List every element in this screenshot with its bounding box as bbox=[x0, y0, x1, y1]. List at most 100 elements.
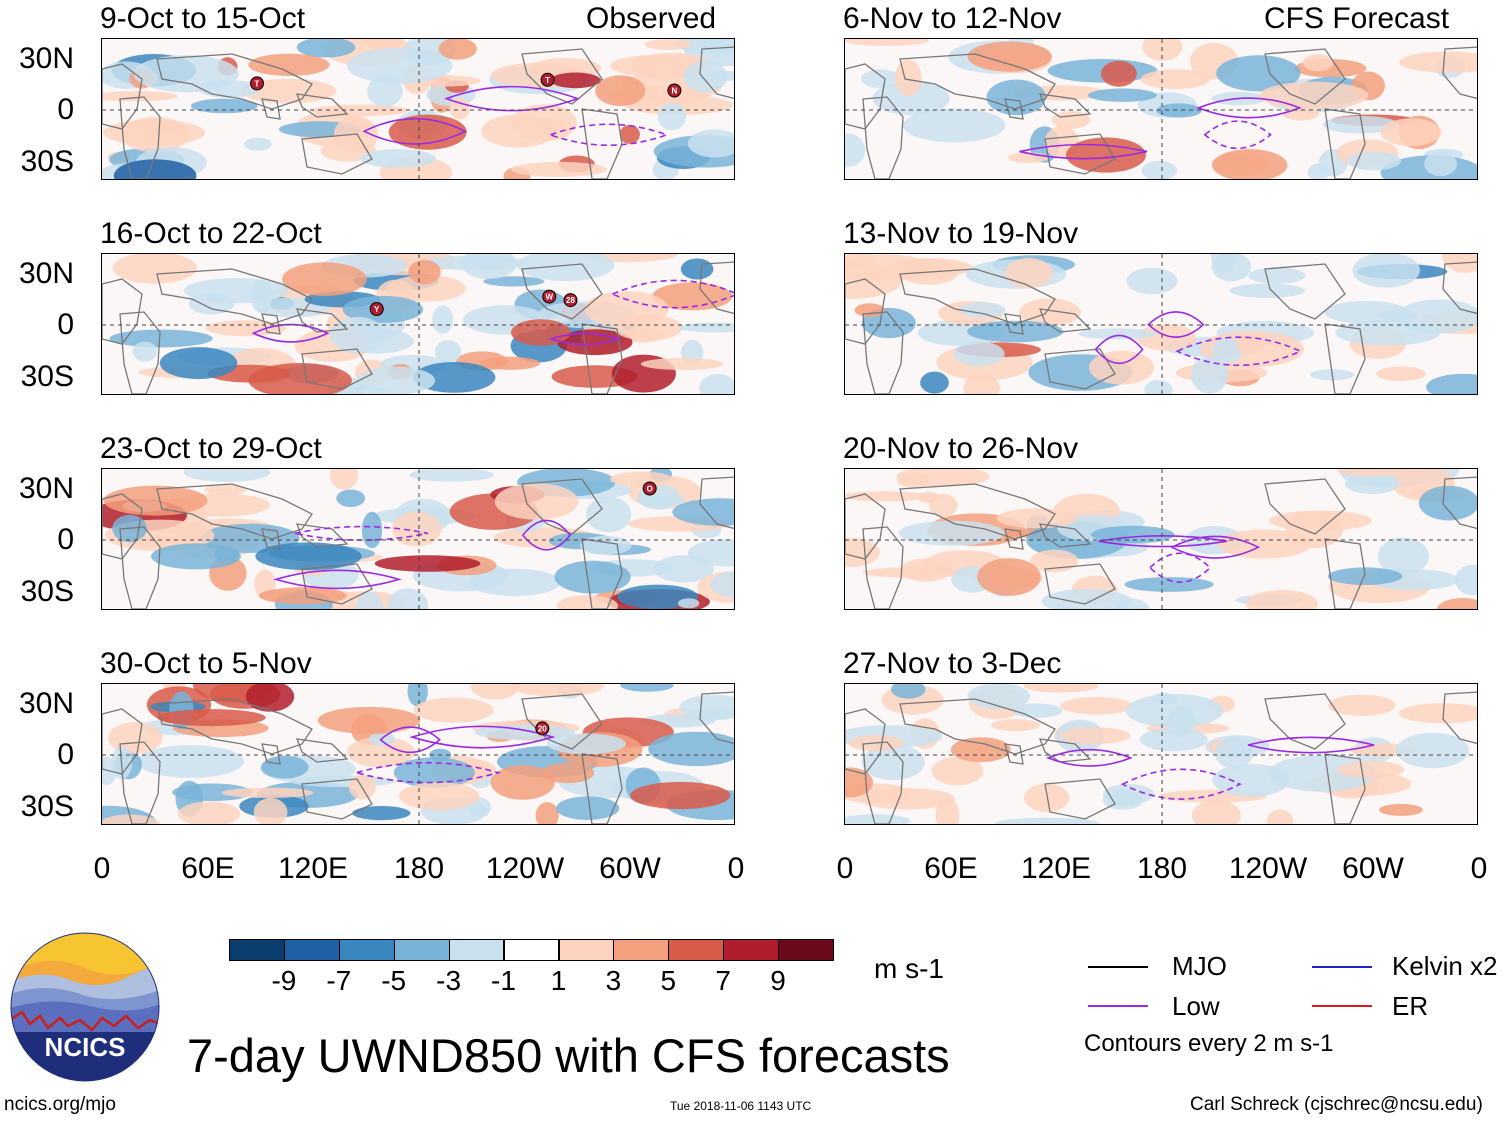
anomaly-blob bbox=[1103, 784, 1155, 805]
coastline bbox=[301, 133, 373, 175]
anomaly-blob bbox=[159, 347, 238, 380]
anomaly-blob bbox=[1051, 111, 1091, 129]
anomaly-blob bbox=[1141, 160, 1178, 179]
colorbar-swatch bbox=[778, 939, 834, 961]
anomaly-blob bbox=[630, 781, 731, 810]
colorbar-tick-label: 5 bbox=[660, 965, 677, 996]
anomaly-blob bbox=[205, 320, 287, 337]
anomaly-blob bbox=[244, 137, 272, 151]
anomaly-blob bbox=[408, 259, 441, 285]
anomaly-blob bbox=[1101, 60, 1137, 87]
ytick-30s: 30S bbox=[20, 575, 74, 608]
anomaly-blob bbox=[483, 276, 545, 287]
anomaly-blob bbox=[1212, 337, 1244, 364]
storm-label: 20 bbox=[538, 724, 547, 733]
anomaly-blob bbox=[1377, 537, 1429, 575]
anomaly-blob bbox=[967, 41, 1052, 72]
anomaly-blob bbox=[953, 341, 1005, 366]
anomaly-blob bbox=[1124, 577, 1214, 592]
anomaly-blob bbox=[996, 508, 1078, 529]
anomaly-blob bbox=[356, 366, 436, 394]
anomaly-blob bbox=[1322, 116, 1399, 134]
anomaly-blob bbox=[644, 39, 692, 50]
anomaly-blob bbox=[860, 69, 901, 89]
coastline bbox=[862, 741, 904, 824]
footer-url[interactable]: ncics.org/mjo bbox=[4, 1094, 116, 1115]
storm-label: N bbox=[672, 87, 678, 96]
anomaly-blob bbox=[986, 79, 1046, 116]
coastline bbox=[1004, 743, 1024, 765]
tropical-cyclone-marker: T bbox=[250, 76, 264, 91]
legend-er-line bbox=[1312, 1005, 1372, 1007]
anomaly-blob bbox=[363, 39, 404, 51]
anomaly-blob bbox=[1327, 567, 1403, 585]
anomaly-blob bbox=[931, 756, 984, 786]
coastline bbox=[1442, 261, 1477, 315]
coastline bbox=[156, 483, 313, 540]
anomaly-blob bbox=[468, 568, 561, 597]
coastline bbox=[899, 53, 1056, 110]
low-contour bbox=[1098, 534, 1228, 548]
storm-label: T bbox=[545, 76, 550, 85]
anomaly-blob bbox=[1215, 737, 1253, 769]
coastline bbox=[862, 311, 904, 394]
coastline bbox=[156, 53, 313, 110]
coastline bbox=[261, 528, 281, 550]
xtick-left-360: 0 bbox=[727, 852, 745, 885]
coastline bbox=[1004, 98, 1024, 120]
anomaly-blob bbox=[918, 491, 940, 504]
coastline bbox=[899, 483, 1056, 540]
anomaly-blob bbox=[132, 341, 158, 362]
colorbar-units: m s-1 bbox=[874, 953, 944, 984]
anomaly-blob bbox=[1066, 137, 1146, 173]
ytick-30n: 30N bbox=[18, 42, 74, 75]
coastline bbox=[581, 323, 623, 394]
anomaly-blob bbox=[584, 291, 669, 328]
anomaly-blob bbox=[296, 39, 356, 58]
anomaly-blob bbox=[1337, 760, 1405, 779]
footer-timestamp: Tue 2018-11-06 1143 UTC bbox=[670, 1099, 812, 1113]
anomaly-blob bbox=[157, 709, 266, 727]
anomaly-blob bbox=[1078, 328, 1157, 340]
anomaly-blob bbox=[490, 765, 555, 800]
anomaly-blob bbox=[680, 258, 714, 280]
anomaly-blob bbox=[374, 555, 481, 572]
anomaly-blob bbox=[556, 595, 619, 609]
colorbar-tick-label: 3 bbox=[605, 965, 622, 996]
coastline bbox=[1264, 263, 1346, 320]
colorbar-swatch bbox=[283, 939, 340, 961]
anomaly-blob bbox=[638, 494, 686, 506]
coastline bbox=[521, 478, 603, 535]
anomaly-blob bbox=[329, 316, 385, 354]
colorbar-tick-label: 1 bbox=[550, 965, 567, 996]
legend-low-label: Low bbox=[1172, 991, 1220, 1021]
tropical-cyclone-marker: W bbox=[542, 289, 557, 304]
anomaly-blob bbox=[407, 684, 428, 707]
coastline bbox=[845, 708, 886, 775]
anomaly-blob bbox=[657, 102, 687, 131]
anomaly-blob bbox=[1011, 703, 1063, 718]
anomaly-blob bbox=[333, 116, 378, 154]
xtick-right-120e: 120E bbox=[1020, 852, 1092, 885]
coastline bbox=[862, 96, 904, 179]
colorbar-swatch bbox=[668, 939, 725, 961]
anomaly-blob bbox=[1307, 163, 1330, 179]
anomaly-blob bbox=[890, 684, 926, 699]
coastline bbox=[1324, 108, 1366, 179]
anomaly-blob bbox=[183, 469, 271, 482]
anomaly-blob bbox=[1156, 103, 1202, 118]
coastline bbox=[156, 268, 313, 325]
storm-label: W bbox=[546, 293, 554, 302]
anomaly-blob bbox=[1337, 469, 1415, 477]
panel-title-4: 30-Oct to 5-Nov bbox=[100, 647, 312, 680]
anomaly-blob bbox=[1216, 55, 1301, 92]
storm-label: 28 bbox=[566, 296, 575, 305]
anomaly-blob bbox=[481, 114, 557, 148]
colorbar-tick-label: 7 bbox=[715, 965, 731, 996]
coastline bbox=[1442, 691, 1477, 745]
low-contour bbox=[379, 726, 441, 753]
coastline bbox=[899, 268, 1056, 325]
coastline bbox=[845, 278, 886, 345]
low-contour bbox=[548, 123, 670, 147]
panel-title-7: 20-Nov to 26-Nov bbox=[843, 432, 1079, 465]
